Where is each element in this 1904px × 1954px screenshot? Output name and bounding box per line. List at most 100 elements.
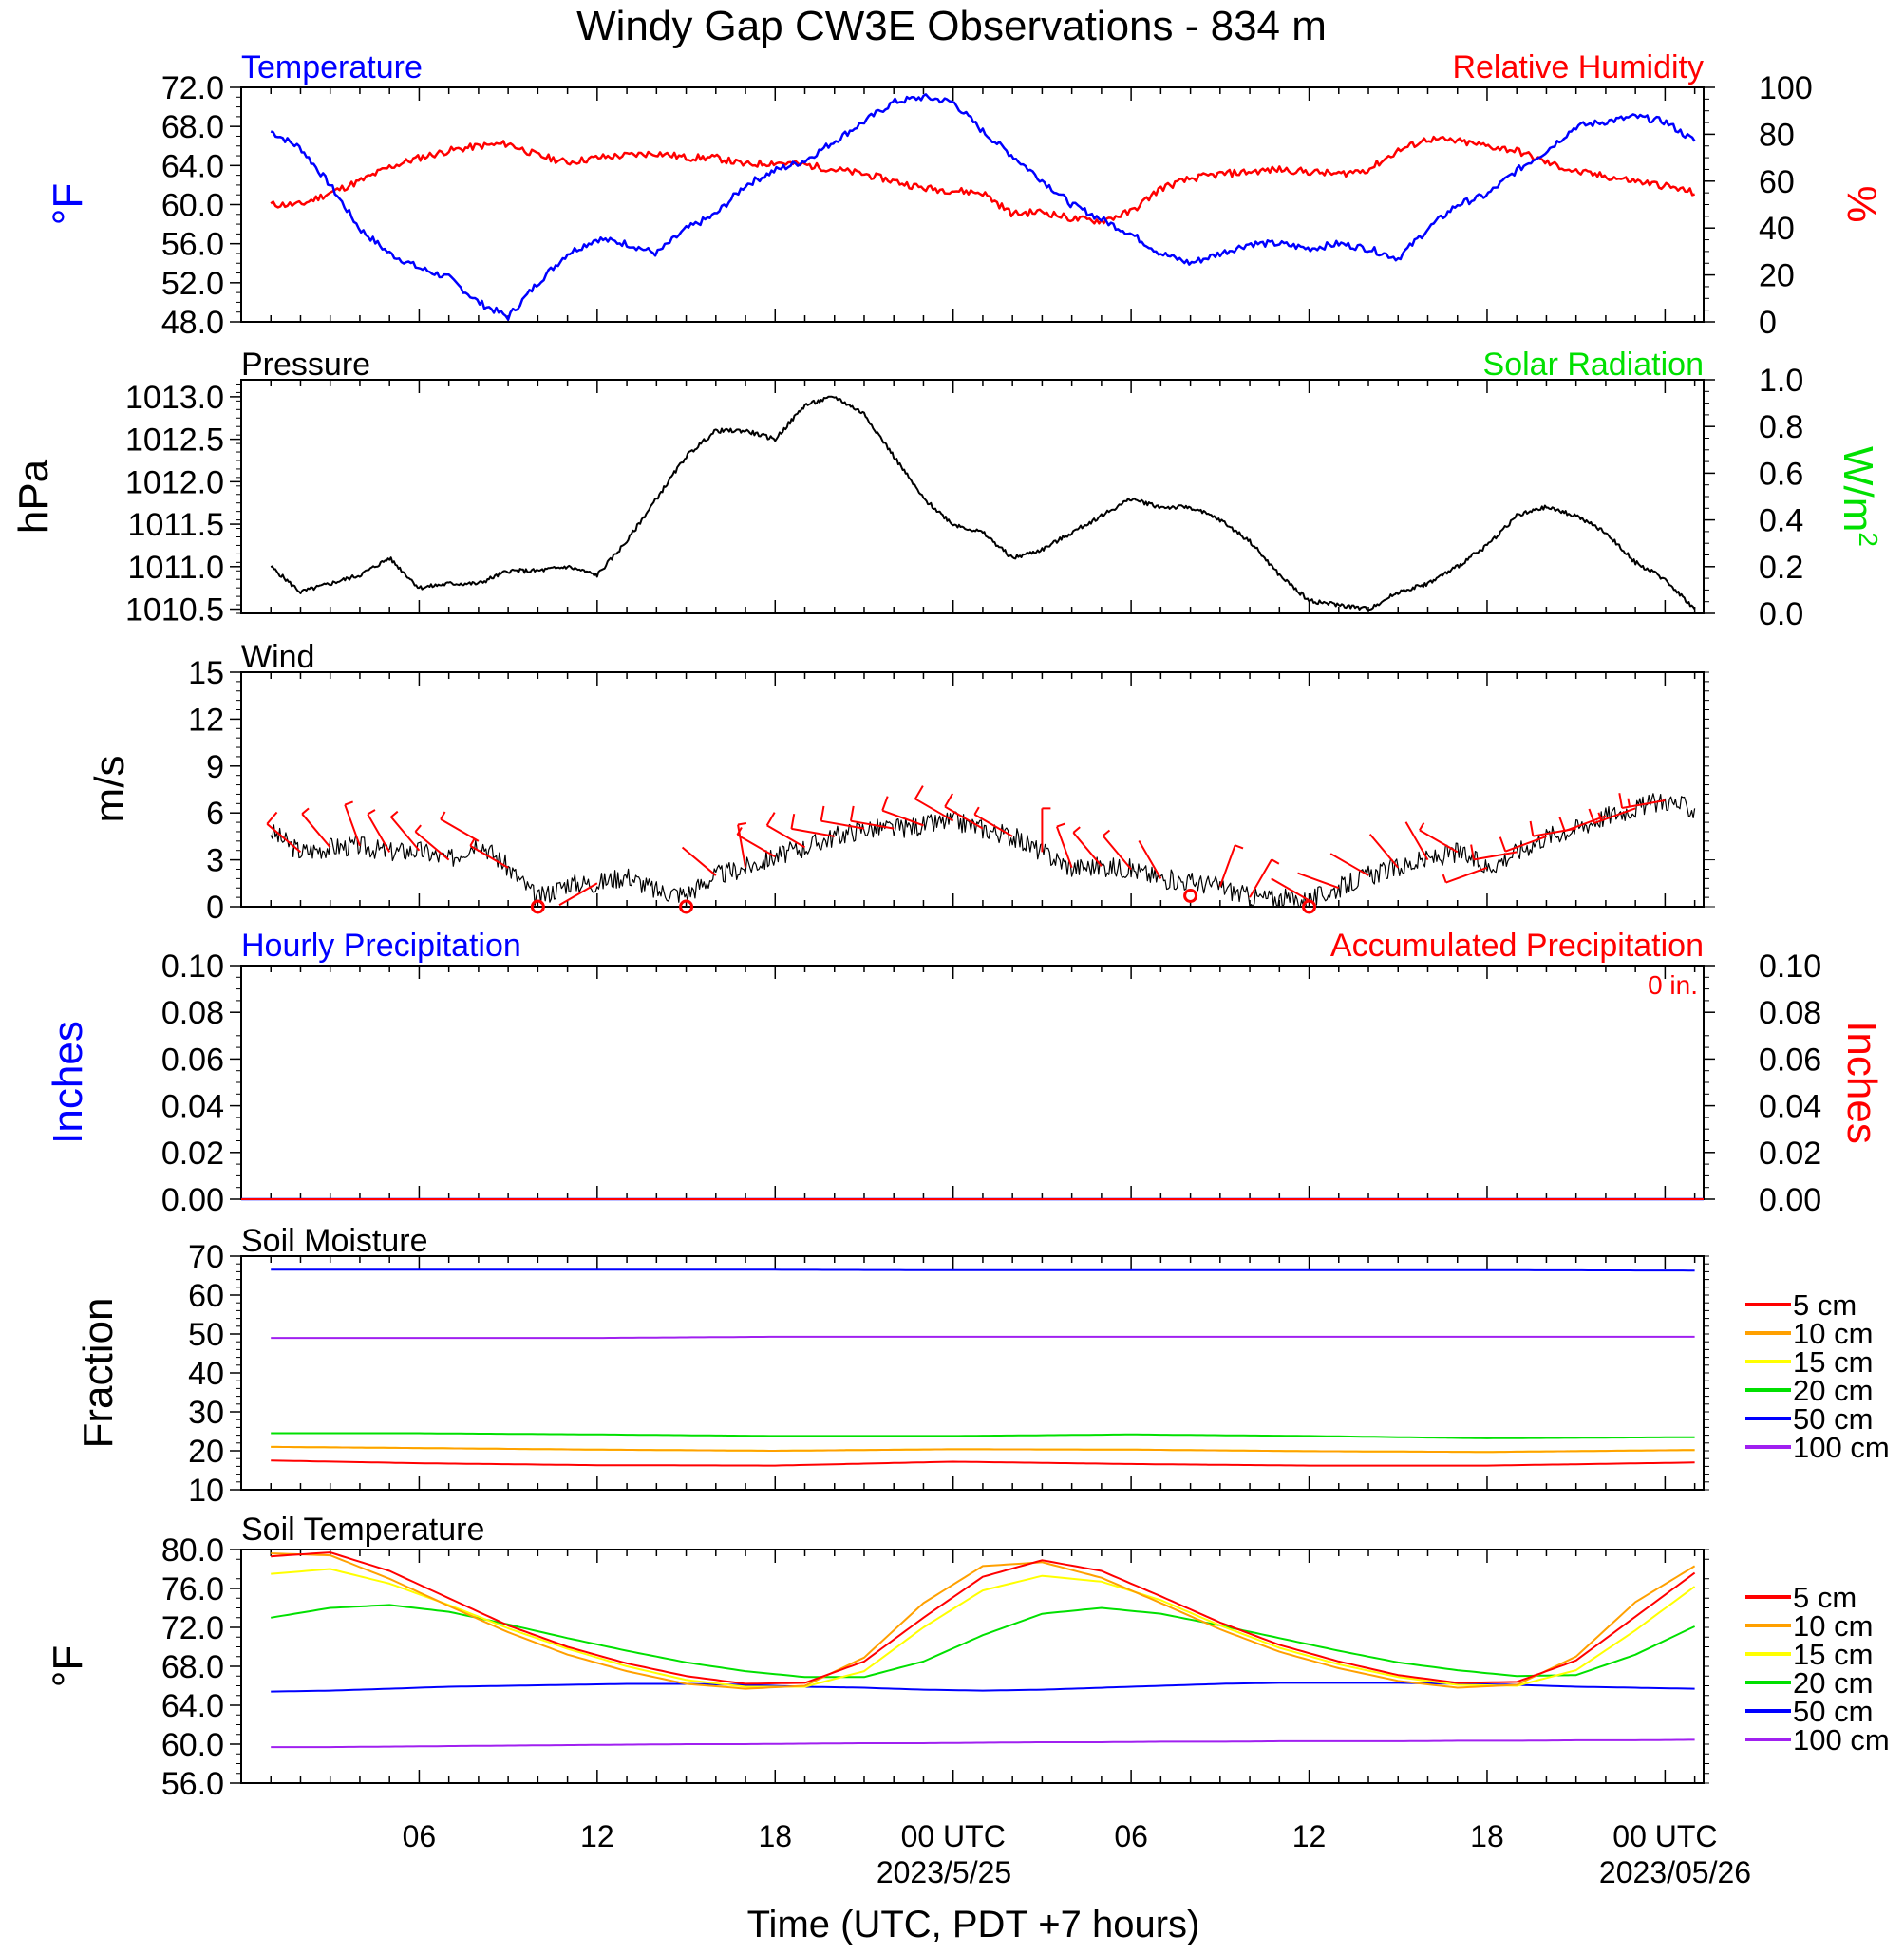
y-tick-label: 0.6	[1759, 456, 1803, 492]
wind-panel	[240, 671, 1705, 908]
y-tick-label: 30	[188, 1395, 224, 1431]
wind-barb	[766, 824, 806, 849]
y-tick-label: 1.0	[1759, 363, 1803, 399]
wind-barb	[791, 827, 835, 837]
legend-label: 15 cm	[1793, 1345, 1873, 1379]
y-tick-label: 0.10	[1759, 949, 1821, 985]
wind-barb	[344, 804, 361, 847]
soil-moisture-unit-label: Fraction	[75, 1298, 122, 1449]
legend-label: 15 cm	[1793, 1638, 1873, 1671]
y-tick-label: 60	[188, 1278, 224, 1314]
wind-barb	[1329, 853, 1369, 876]
y-tick-label: 40	[188, 1356, 224, 1392]
wind-barb	[367, 814, 391, 853]
wind-barb-feather	[1558, 816, 1566, 832]
y-tick-label: 1011.5	[128, 507, 224, 543]
x-tick-label: 12	[580, 1819, 614, 1853]
soil-temp-20cm-line	[271, 1604, 1696, 1679]
y-tick-label: 3	[206, 843, 224, 879]
solar-unit-base: W/m	[1835, 446, 1881, 532]
wind-barb-feather	[1442, 874, 1447, 883]
temperature-line	[270, 93, 1696, 321]
wind-barb-feather	[1271, 858, 1280, 865]
wind-barb	[266, 823, 302, 854]
accum-precip-value: 0 in.	[1648, 970, 1698, 1000]
pressure-line	[270, 395, 1696, 612]
precip-unit-right: Inches	[1838, 1021, 1885, 1144]
calm-wind-marker	[1302, 899, 1317, 914]
precipitation-panel	[240, 965, 1705, 1200]
wind-barb	[469, 844, 509, 869]
wind-barb	[820, 819, 865, 830]
wind-barb-feather	[1419, 822, 1425, 831]
soil-temp-10cm-line	[271, 1552, 1696, 1690]
y-tick-label: 0.04	[161, 1089, 224, 1125]
y-tick-label: 1011.0	[128, 550, 224, 586]
wind-barb	[1072, 832, 1103, 867]
x-tick-label: 12	[1292, 1819, 1327, 1853]
wind-barb-feather	[1597, 812, 1603, 821]
wind-barb	[881, 809, 924, 827]
wind-barb-feather	[914, 785, 924, 799]
soil-temp-5cm-line	[271, 1551, 1696, 1685]
y-tick-label: 56.0	[161, 1766, 224, 1802]
y-tick-label: 15	[188, 655, 224, 691]
y-tick-label: 0.02	[161, 1136, 224, 1172]
wind-barb	[558, 882, 598, 907]
wind-barb	[1445, 866, 1488, 884]
wind-barb	[914, 798, 954, 822]
x-tick-label: 18	[1470, 1819, 1504, 1853]
y-tick-label: 52.0	[161, 266, 224, 302]
x-tick-label: 06	[1114, 1819, 1148, 1853]
wind-barb-feather	[390, 810, 399, 818]
soil-moisture-5cm-line	[271, 1459, 1695, 1467]
wind-barb	[1249, 858, 1272, 898]
wind-barb-feather	[736, 827, 743, 836]
wind-barb	[1404, 821, 1429, 861]
calm-wind-marker	[530, 899, 545, 914]
legend-label: 50 cm	[1793, 1695, 1873, 1728]
wind-barb-feather	[266, 811, 278, 825]
y-tick-label: 40	[1759, 211, 1795, 247]
y-tick-label: 0.8	[1759, 409, 1803, 445]
y-tick-label: 0.0	[1759, 596, 1803, 632]
wind-barb	[1055, 826, 1073, 869]
x-tick-label: 00 UTC	[1612, 1819, 1717, 1853]
wind-barb-feather	[1588, 808, 1595, 824]
precip-unit-left: Inches	[45, 1021, 91, 1144]
y-tick-label: 72.0	[161, 1610, 224, 1646]
soil-temp-15cm-line	[271, 1568, 1696, 1688]
y-tick-label: 0	[206, 890, 224, 926]
chart-title: Windy Gap CW3E Observations - 834 m	[576, 3, 1327, 49]
soil-temp-unit-label: °F	[45, 1645, 91, 1687]
wind-barb	[1218, 845, 1236, 887]
y-tick-label: 76.0	[161, 1571, 224, 1607]
y-tick-label: 60.0	[161, 188, 224, 224]
solar-label: Solar Radiation	[1483, 347, 1704, 383]
y-tick-label: 20	[1759, 258, 1795, 294]
wind-barb	[681, 846, 717, 876]
y-tick-label: 0.10	[161, 949, 224, 985]
wind-barb-feather	[301, 807, 310, 815]
y-tick-label: 80	[1759, 117, 1795, 153]
soil-temperature-label: Soil Temperature	[241, 1512, 484, 1548]
x-axis-title: Time (UTC, PDT +7 hours)	[747, 1904, 1200, 1945]
solar-unit-label: W/m2	[1835, 446, 1883, 547]
y-tick-label: 70	[188, 1239, 224, 1275]
axis-ticks: 06 12 18 00 UTC 06 12 18 00 UTC72.068.064.060.0…	[125, 70, 1821, 1853]
wind-barb	[1473, 851, 1518, 861]
soil-moisture-20cm-line	[271, 1432, 1695, 1439]
y-tick-label: 64.0	[161, 148, 224, 184]
x-tick-label: 00 UTC	[901, 1819, 1006, 1853]
y-tick-label: 0.04	[1759, 1089, 1821, 1125]
wind-barb-feather	[440, 811, 446, 820]
wind-barb	[850, 819, 895, 830]
y-tick-label: 1013.0	[125, 380, 224, 416]
y-tick-label: 6	[206, 796, 224, 832]
wind-barb	[1593, 807, 1636, 824]
wind-barb-feather	[414, 824, 422, 833]
calm-wind-marker	[1183, 888, 1198, 903]
y-tick-label: 0.08	[161, 995, 224, 1031]
solar-unit-sup: 2	[1854, 532, 1883, 547]
wind-barb-feather	[1470, 844, 1475, 860]
